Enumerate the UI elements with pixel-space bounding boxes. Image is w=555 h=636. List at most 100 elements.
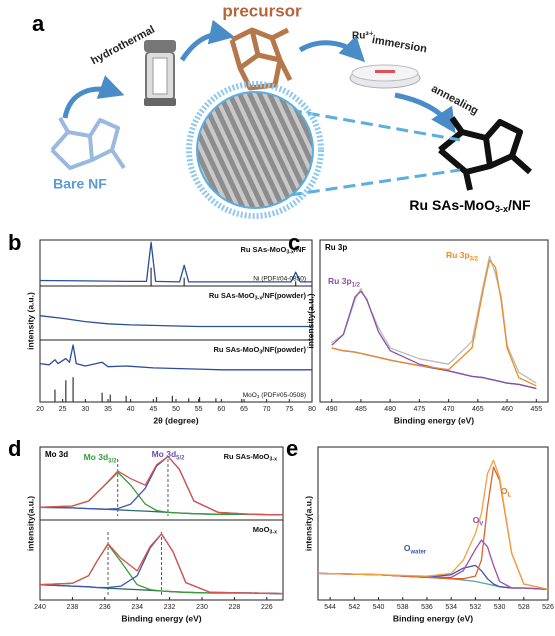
label-part: 3-x bbox=[269, 457, 277, 463]
label-part: Ru 3p bbox=[328, 276, 352, 286]
x-tick-label: 470 bbox=[443, 406, 455, 413]
series-line bbox=[39, 533, 284, 595]
plot-frame bbox=[39, 446, 284, 601]
series-line bbox=[331, 259, 537, 387]
label-part: Ru 3p bbox=[446, 250, 470, 260]
scheme: a Bare NF hydrothermal precursor Ru³⁺ im… bbox=[32, 1, 532, 219]
x-tick-label: 238 bbox=[67, 604, 79, 611]
x-tick-label: 226 bbox=[261, 604, 273, 611]
series-label: Ru SAs-MoO3-x/NF bbox=[240, 245, 306, 256]
panel-letter: c bbox=[288, 230, 300, 255]
x-tick-label: 60 bbox=[217, 406, 225, 413]
x-tick-label: 536 bbox=[421, 604, 433, 611]
peak-label: Owater bbox=[404, 543, 427, 555]
label-part: Ru SAs-MoO bbox=[240, 245, 286, 254]
y-axis-label: intensity(a.u.) bbox=[25, 496, 35, 551]
panel-letter: a bbox=[32, 11, 45, 36]
x-tick-label: 40 bbox=[127, 406, 135, 413]
x-tick-label: 236 bbox=[99, 604, 111, 611]
label-part: 3-x bbox=[255, 296, 263, 302]
peak-label: OL bbox=[501, 486, 512, 498]
y-axis-label: intensity (a.u.) bbox=[25, 292, 35, 350]
x-tick-label: 490 bbox=[326, 406, 338, 413]
label-part: 3-x bbox=[495, 204, 508, 214]
x-tick-label: 228 bbox=[229, 604, 241, 611]
arrow bbox=[394, 92, 456, 134]
y-axis-label: intensity(a.u.) bbox=[303, 496, 313, 551]
label-part: O bbox=[473, 515, 480, 525]
x-tick-label: 75 bbox=[285, 406, 293, 413]
x-tick-label: 455 bbox=[530, 406, 542, 413]
series-line bbox=[331, 255, 537, 384]
x-tick-label: 540 bbox=[373, 604, 385, 611]
label-part: 3 bbox=[257, 394, 260, 399]
product-network bbox=[438, 116, 532, 191]
x-tick-label: 230 bbox=[196, 604, 208, 611]
precursor-network bbox=[229, 27, 293, 91]
label-part: 3/2 bbox=[470, 256, 479, 262]
plot-frame bbox=[317, 446, 549, 601]
label-part: MoO bbox=[243, 392, 257, 399]
x-tick-label: 485 bbox=[355, 406, 367, 413]
x-axis-label: Binding energy (eV) bbox=[394, 415, 474, 425]
label-part: /NF(powder) bbox=[262, 345, 306, 354]
y-axis-label: intensity(a.u.) bbox=[305, 293, 315, 348]
label-part: Ru SAs-MoO bbox=[213, 345, 259, 354]
label-part: O bbox=[501, 486, 508, 496]
panel-letter: d bbox=[8, 436, 21, 461]
x-tick-label: 45 bbox=[149, 406, 157, 413]
x-tick-label: 465 bbox=[472, 406, 484, 413]
x-tick-label: 55 bbox=[195, 406, 203, 413]
label-part: 3-x bbox=[286, 250, 294, 256]
series-line bbox=[317, 539, 549, 591]
series-line bbox=[317, 466, 549, 591]
series-label: Ru SAs-MoO3/NF(powder) bbox=[213, 345, 306, 356]
x-axis-label: Binding energy (eV) bbox=[393, 613, 473, 623]
autoclave bbox=[144, 40, 176, 106]
label-part: L bbox=[507, 492, 511, 498]
x-tick-label: 20 bbox=[36, 406, 44, 413]
petri-dish bbox=[349, 64, 421, 89]
x-tick-label: 542 bbox=[348, 604, 360, 611]
chart-title: Ru 3p bbox=[325, 243, 347, 252]
x-tick-label: 240 bbox=[34, 604, 46, 611]
middle-label: precursor bbox=[222, 1, 302, 20]
x-tick-label: 234 bbox=[131, 604, 143, 611]
x-tick-label: 232 bbox=[164, 604, 176, 611]
series-label: MoO3-x bbox=[253, 525, 277, 536]
x-tick-label: 544 bbox=[324, 604, 336, 611]
product-label: Ru SAs-MoO3-x/NF bbox=[409, 197, 531, 215]
label-part: (PDF#05-0508) bbox=[259, 392, 306, 399]
peak-label: Ru 3p1/2 bbox=[328, 276, 361, 288]
panel-letter: b bbox=[8, 230, 21, 255]
sem-inset bbox=[186, 81, 461, 219]
peak-label: Mo 3d3/2 bbox=[84, 452, 118, 464]
x-tick-label: 530 bbox=[494, 604, 506, 611]
label-part: Ru SAs-MoO bbox=[209, 291, 255, 300]
series-line bbox=[39, 315, 312, 328]
label-part: /NF bbox=[294, 245, 307, 254]
label-part: V bbox=[479, 521, 483, 527]
arrow bbox=[179, 19, 235, 62]
x-tick-label: 70 bbox=[263, 406, 271, 413]
peak-label: Mo 3d5/2 bbox=[152, 449, 186, 461]
x-tick-label: 50 bbox=[172, 406, 180, 413]
plot-frame bbox=[319, 239, 549, 403]
x-tick-label: 534 bbox=[445, 604, 457, 611]
series-line bbox=[331, 290, 537, 390]
label-part: 3 bbox=[259, 350, 262, 356]
x-tick-label: 80 bbox=[308, 406, 316, 413]
series-label: Ru SAs-MoO3-x bbox=[224, 452, 278, 463]
x-tick-label: 538 bbox=[397, 604, 409, 611]
step-label: Ru³⁺ bbox=[352, 31, 374, 42]
step-label: immersion bbox=[371, 34, 428, 56]
label-part: 1/2 bbox=[352, 282, 361, 288]
peak-label: OV bbox=[473, 515, 484, 527]
x-tick-label: 65 bbox=[240, 406, 248, 413]
x-axis-label: Binding energy (eV) bbox=[121, 613, 201, 623]
reference-label: MoO3 (PDF#05-0508) bbox=[243, 392, 306, 399]
label-part: 5/2 bbox=[176, 455, 185, 461]
start-label: Bare NF bbox=[53, 176, 107, 192]
x-tick-label: 35 bbox=[104, 406, 112, 413]
